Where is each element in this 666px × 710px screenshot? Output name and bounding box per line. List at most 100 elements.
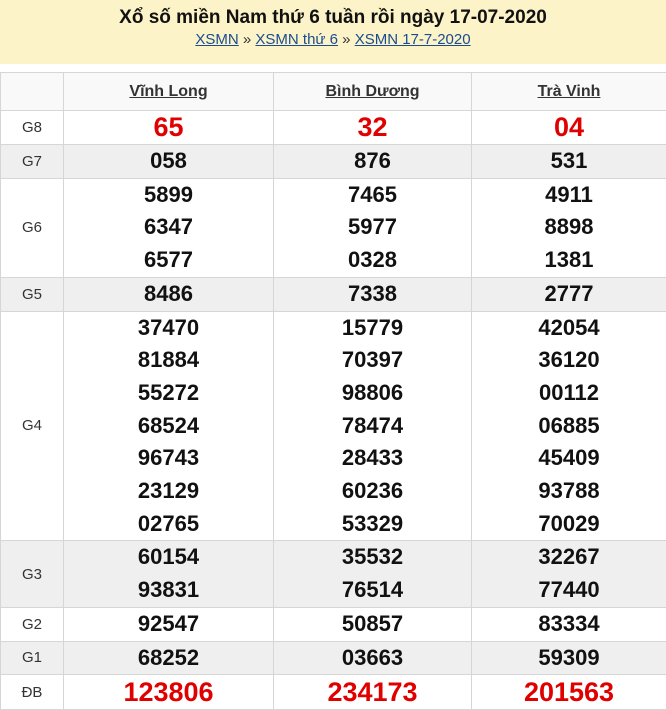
prize-number: 2777 (472, 278, 666, 311)
prize-number: 45409 (472, 442, 666, 475)
prize-label: G3 (1, 541, 64, 607)
prize-number: 68252 (64, 642, 273, 675)
breadcrumb-xsmn[interactable]: XSMN (195, 31, 238, 48)
prize-number: 1381 (472, 244, 666, 277)
prize-number: 36120 (472, 344, 666, 377)
prize-number: 8898 (472, 211, 666, 244)
prize-cell: 83334 (472, 607, 666, 641)
page-title: Xổ số miền Nam thứ 6 tuần rồi ngày 17-07… (0, 6, 666, 30)
prize-cell: 65 (64, 111, 274, 145)
prize-number: 7465 (274, 179, 471, 212)
prize-number: 83334 (472, 608, 666, 641)
prize-number: 65 (64, 111, 273, 144)
prize-number: 876 (274, 145, 471, 178)
column-header: Trà Vinh (472, 73, 666, 111)
prize-number: 96743 (64, 442, 273, 475)
prize-number: 03663 (274, 642, 471, 675)
prize-number: 70397 (274, 344, 471, 377)
prize-number: 42054 (472, 312, 666, 345)
prize-cell: 2777 (472, 277, 666, 311)
province-link-vinh-long[interactable]: Vĩnh Long (129, 83, 207, 100)
prize-number: 53329 (274, 508, 471, 541)
province-link-binh-duong[interactable]: Bình Dương (325, 83, 419, 100)
prize-cell: 201563 (472, 675, 666, 710)
prize-number: 123806 (64, 675, 273, 709)
breadcrumb-xsmn-date[interactable]: XSMN 17-7-2020 (355, 31, 471, 48)
prize-cell: 04 (472, 111, 666, 145)
prize-number: 234173 (274, 675, 471, 709)
prize-number: 02765 (64, 508, 273, 541)
prize-number: 5899 (64, 179, 273, 212)
prize-number: 06885 (472, 410, 666, 443)
prize-cell: 876 (274, 145, 472, 179)
prize-number: 93788 (472, 475, 666, 508)
prize-cell: 59309 (472, 641, 666, 675)
prize-number: 98806 (274, 377, 471, 410)
prize-number: 78474 (274, 410, 471, 443)
prize-label: G7 (1, 145, 64, 179)
prize-cell: 7338 (274, 277, 472, 311)
prize-number: 4911 (472, 179, 666, 212)
prize-number: 8486 (64, 278, 273, 311)
prize-number: 7338 (274, 278, 471, 311)
prize-number: 531 (472, 145, 666, 178)
page-header: Xổ số miền Nam thứ 6 tuần rồi ngày 17-07… (0, 0, 666, 64)
breadcrumb: XSMN » XSMN thứ 6 » XSMN 17-7-2020 (0, 30, 666, 50)
prize-cell: 123806 (64, 675, 274, 710)
prize-number: 32 (274, 111, 471, 144)
header-blank (1, 73, 64, 111)
prize-label: G2 (1, 607, 64, 641)
prize-label: G6 (1, 178, 64, 277)
breadcrumb-xsmn-thu-6[interactable]: XSMN thứ 6 (255, 31, 338, 48)
prize-number: 77440 (472, 574, 666, 607)
prize-number: 76514 (274, 574, 471, 607)
column-header: Vĩnh Long (64, 73, 274, 111)
prize-number: 28433 (274, 442, 471, 475)
prize-number: 92547 (64, 608, 273, 641)
prize-cell: 92547 (64, 607, 274, 641)
prize-cell: 68252 (64, 641, 274, 675)
prize-label: ĐB (1, 675, 64, 710)
prize-cell: 8486 (64, 277, 274, 311)
prize-number: 00112 (472, 377, 666, 410)
prize-number: 55272 (64, 377, 273, 410)
prize-number: 23129 (64, 475, 273, 508)
prize-number: 37470 (64, 312, 273, 345)
prize-number: 6577 (64, 244, 273, 277)
prize-cell: 531 (472, 145, 666, 179)
prize-number: 93831 (64, 574, 273, 607)
prize-number: 60154 (64, 541, 273, 574)
prize-number: 6347 (64, 211, 273, 244)
prize-number: 04 (472, 111, 666, 144)
column-header: Bình Dương (274, 73, 472, 111)
prize-number: 35532 (274, 541, 471, 574)
prize-label: G4 (1, 311, 64, 541)
prize-cell: 03663 (274, 641, 472, 675)
prize-label: G8 (1, 111, 64, 145)
prize-number: 81884 (64, 344, 273, 377)
prize-number: 0328 (274, 244, 471, 277)
prize-number: 201563 (472, 675, 666, 709)
prize-number: 50857 (274, 608, 471, 641)
prize-number: 60236 (274, 475, 471, 508)
prize-cell: 234173 (274, 675, 472, 710)
province-link-tra-vinh[interactable]: Trà Vinh (538, 83, 601, 100)
prize-number: 59309 (472, 642, 666, 675)
prize-number: 15779 (274, 312, 471, 345)
